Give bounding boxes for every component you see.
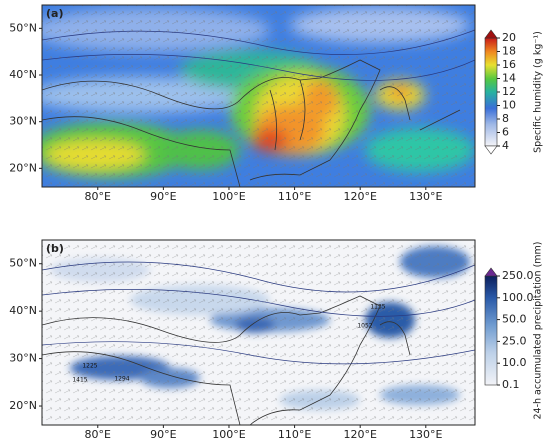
colorbar-tick-label: 10 (502, 99, 516, 112)
map-frame (41, 239, 476, 426)
colorbar-tick-label: 100.0 (502, 291, 534, 304)
lon-tick-label: 100°E (212, 428, 245, 441)
contour-label: 1135 (370, 304, 385, 311)
precipitation-field (42, 240, 475, 425)
lat-tick-label: 40°N (9, 304, 37, 317)
map-frame (41, 4, 476, 188)
lat-tick-label: 50°N (9, 257, 37, 270)
lon-tick-label: 80°E (85, 428, 111, 441)
lat-tick-label: 20°N (9, 399, 37, 412)
lon-tick-label: 110°E (278, 190, 311, 203)
colorbar-tick-label: 8 (502, 112, 509, 125)
contour-label: 1225 (82, 363, 97, 370)
lat-tick-label: 40°N (9, 68, 37, 81)
lon-tick-label: 90°E (150, 428, 176, 441)
colorbar-title: 24-h accumulated precipitation (mm) (533, 242, 544, 420)
lon-tick-label: 130°E (409, 190, 442, 203)
colorbar-tick-label: 12 (502, 85, 516, 98)
colorbar (484, 37, 498, 147)
contour-label: 1052 (357, 323, 372, 330)
colorbar-tick-label: 16 (502, 58, 516, 71)
colorbar-extend (484, 145, 498, 155)
lat-tick-label: 20°N (9, 161, 37, 174)
lon-tick-label: 100°E (212, 190, 245, 203)
colorbar-extend (484, 29, 498, 39)
colorbar-tick-label: 50.0 (502, 313, 527, 326)
colorbar-tick-label: 4 (502, 139, 509, 152)
colorbar-tick-label: 20 (502, 31, 516, 44)
humidity-field (42, 5, 475, 187)
colorbar-tick-label: 14 (502, 72, 516, 85)
lat-tick-label: 50°N (9, 21, 37, 34)
lon-tick-label: 90°E (150, 190, 176, 203)
coastlines (42, 59, 461, 187)
panel-label: (a) (46, 7, 63, 20)
colorbar-tick-label: 0.1 (502, 378, 520, 391)
lon-tick-label: 130°E (409, 428, 442, 441)
colorbar-tick-label: 18 (502, 45, 516, 58)
lon-tick-label: 110°E (278, 428, 311, 441)
lon-tick-label: 80°E (85, 190, 111, 203)
contour-label: 1294 (114, 376, 129, 383)
lat-tick-label: 30°N (9, 352, 37, 365)
colorbar-tick-label: 250.0 (502, 269, 534, 282)
lat-tick-label: 30°N (9, 115, 37, 128)
contour-label: 1415 (72, 377, 87, 384)
panel-label: (b) (46, 242, 64, 255)
colorbar-tick-label: 6 (502, 126, 509, 139)
lon-tick-label: 120°E (343, 190, 376, 203)
lon-tick-label: 120°E (343, 428, 376, 441)
colorbar-tick-label: 25.0 (502, 334, 527, 347)
colorbar-title: Specific humidity (g kg⁻¹) (533, 31, 544, 153)
colorbar-tick-label: 10.0 (502, 356, 527, 369)
colorbar (484, 275, 498, 386)
colorbar-extend (484, 267, 498, 277)
